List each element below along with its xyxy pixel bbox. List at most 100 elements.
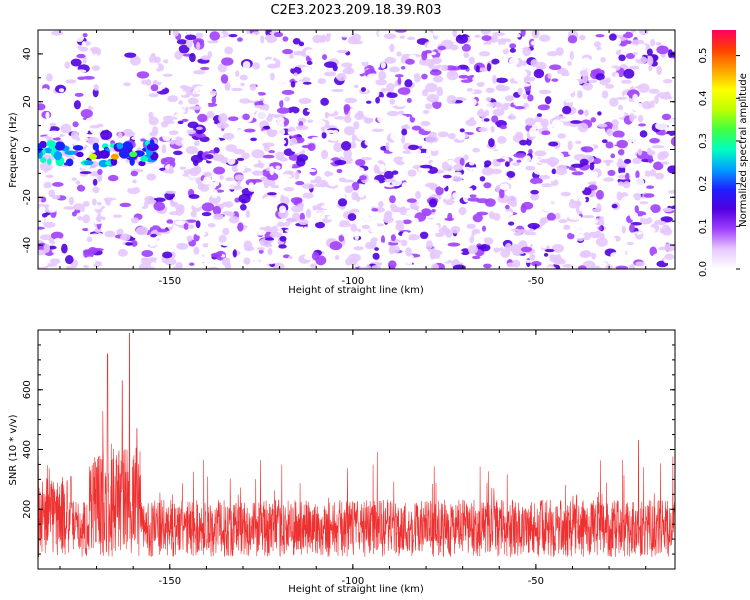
heatmap-cell — [419, 231, 429, 240]
heatmap-cell — [302, 81, 312, 85]
heatmap-cell — [422, 221, 430, 230]
heatmap-cell — [290, 66, 302, 75]
heatmap-cell — [156, 228, 169, 233]
heatmap-cell — [334, 255, 340, 261]
heatmap-cell — [156, 75, 163, 83]
heatmap-cell — [622, 153, 634, 161]
heatmap-cell — [284, 96, 291, 102]
heatmap-cell — [368, 179, 380, 187]
heatmap-cell — [543, 252, 549, 257]
heatmap-cell — [460, 248, 470, 256]
heatmap-cell — [616, 191, 623, 201]
heatmap-cell — [504, 95, 515, 102]
heatmap-cell — [401, 115, 408, 125]
heatmap-cell — [563, 224, 571, 231]
heatmap-cell — [80, 149, 91, 159]
heatmap-cell — [375, 79, 387, 86]
heatmap-cell — [324, 129, 336, 134]
heatmap-cell — [287, 131, 300, 135]
heatmap-cell — [395, 30, 407, 33]
heatmap-cell — [218, 109, 228, 115]
heatmap-cell — [268, 220, 280, 225]
heatmap-cell — [424, 103, 433, 110]
heatmap-cell — [439, 179, 448, 189]
heatmap-cell — [195, 133, 206, 139]
heatmap-cell — [668, 63, 675, 68]
heatmap-cell — [368, 135, 381, 144]
heatmap-cell — [114, 186, 127, 193]
heatmap-cell — [264, 237, 275, 241]
heatmap-cell — [531, 261, 542, 267]
heatmap-cell — [188, 194, 200, 199]
heatmap-cell — [604, 67, 616, 73]
heatmap-cell — [524, 117, 536, 126]
heatmap-cell — [150, 84, 159, 92]
heatmap-cell — [224, 201, 234, 208]
heatmap-cell — [478, 51, 491, 57]
heatmap-cell — [600, 51, 614, 57]
heatmap-cell — [38, 143, 43, 153]
heatmap-cell — [333, 116, 347, 120]
heatmap-cell — [615, 72, 620, 82]
heatmap-cell — [189, 52, 196, 63]
heatmap-cell — [243, 128, 256, 133]
heatmap-cell — [610, 153, 616, 159]
heatmap-cell — [351, 181, 360, 191]
heatmap-cell — [419, 164, 433, 169]
heatmap-cell — [570, 120, 582, 124]
heatmap-cell — [281, 174, 292, 179]
heatmap-cell — [371, 128, 384, 133]
heatmap-cell — [467, 244, 479, 255]
heatmap-cell — [73, 203, 85, 211]
heatmap-cell — [385, 184, 395, 188]
heatmap-cell — [344, 116, 352, 124]
colorbar-tick-label: 0.4 — [698, 90, 709, 106]
heatmap-cell — [270, 94, 283, 102]
heatmap-cell — [365, 100, 372, 104]
heatmap-cell — [401, 231, 410, 241]
heatmap-cell — [360, 156, 373, 161]
heatmap-cell — [427, 166, 439, 174]
heatmap-cell — [185, 146, 199, 155]
heatmap-cell — [132, 231, 138, 239]
heatmap-cell — [267, 127, 278, 138]
heatmap-cell — [279, 99, 284, 108]
colorbar-label: Normalized spectral amplitude — [738, 73, 749, 227]
heatmap-cell — [399, 35, 406, 39]
heatmap-cell — [541, 130, 551, 136]
heatmap-cell — [48, 126, 60, 132]
heatmap-cell — [161, 214, 173, 219]
heatmap-cell — [406, 198, 417, 203]
heatmap-cell — [612, 130, 625, 138]
heatmap-cell — [508, 221, 515, 226]
heatmap-cell — [228, 34, 238, 38]
heatmap-cell — [406, 107, 413, 112]
heatmap-cell — [359, 99, 365, 104]
heatmap-cell — [626, 241, 634, 246]
heatmap-cell — [177, 120, 184, 125]
heatmap-cell — [611, 236, 617, 244]
heatmap-cell — [633, 192, 642, 201]
heatmap-cell — [324, 200, 336, 208]
heatmap-cell — [172, 30, 179, 37]
heatmap-cell — [287, 106, 300, 114]
heatmap-cell — [172, 195, 185, 204]
heatmap-cell — [47, 130, 61, 138]
heatmap-cell — [350, 223, 358, 232]
heatmap-cell — [179, 166, 186, 170]
heatmap-cell — [491, 115, 499, 123]
heatmap-cell — [236, 157, 245, 161]
heatmap-cell — [473, 72, 481, 80]
heatmap-cell — [187, 224, 195, 229]
heatmap-cell — [568, 200, 579, 209]
heatmap-cell — [540, 183, 553, 188]
heatmap-cell — [201, 202, 215, 212]
heatmap-cell — [413, 217, 419, 224]
heatmap-cell — [403, 124, 409, 128]
heatmap-cell — [577, 122, 589, 133]
heatmap-cell — [497, 44, 508, 51]
heatmap-cell — [614, 186, 623, 193]
heatmap-cell — [65, 265, 73, 269]
heatmap-cell — [599, 63, 606, 70]
heatmap-cell — [209, 54, 220, 63]
